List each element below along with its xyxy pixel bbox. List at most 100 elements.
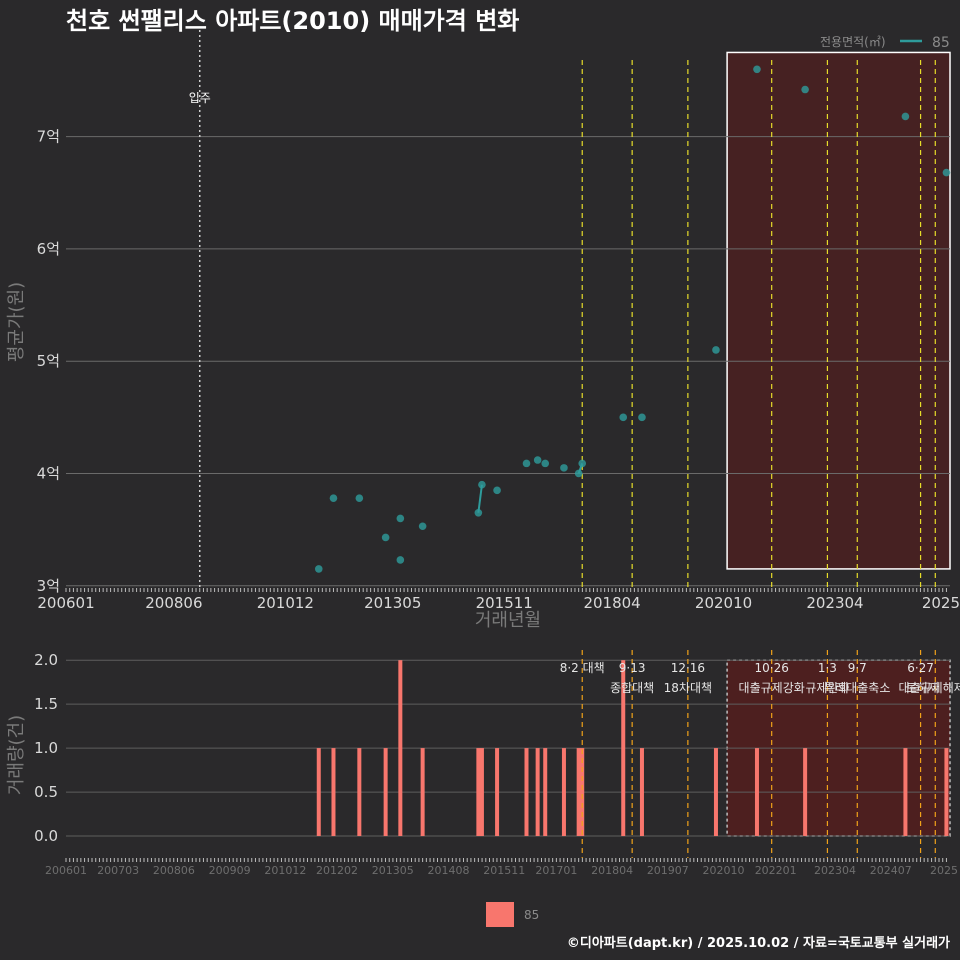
price-point (753, 65, 761, 74)
policy-label-date: 6·27 (907, 661, 934, 675)
price-x-tick: 202010 (695, 594, 752, 612)
policy-label-name: 종합대책 (610, 680, 654, 695)
price-point (396, 514, 405, 523)
volume-x-tick: 202201 (755, 864, 797, 877)
volume-y-tick: 2.0 (34, 651, 58, 669)
policy-label-name: 규제완화 (805, 681, 849, 695)
policy-label-date: 1·3 (818, 661, 837, 675)
price-point (533, 456, 542, 464)
volume-bar (754, 748, 759, 837)
policy-label-date: 12·16 (671, 661, 705, 675)
x-axis-title: 거래년월 (475, 610, 541, 631)
price-x-tick: 200601 (37, 594, 94, 612)
volume-bar (357, 748, 362, 837)
price-point (801, 85, 809, 94)
volume-bar (398, 660, 403, 837)
volume-bar (561, 748, 566, 837)
volume-x-tick: 201202 (316, 864, 358, 877)
price-x-tick: 201305 (364, 594, 421, 612)
price-point (474, 508, 483, 517)
legend-entry-85: 85 (932, 35, 950, 51)
price-point (522, 459, 531, 468)
price-x-tick: 202304 (806, 594, 863, 612)
volume-bar (331, 748, 336, 837)
bottom-legend: 85 (486, 902, 539, 927)
volume-x-tick: 201305 (372, 864, 414, 877)
volume-bar (903, 748, 908, 837)
price-point (942, 168, 951, 177)
price-y-tick: 7억 (37, 128, 60, 146)
volume-x-tick: 200703 (97, 864, 139, 877)
volume-x-tick: 200601 (45, 864, 87, 877)
volume-x-tick: 202304 (814, 864, 856, 877)
price-point (478, 480, 486, 489)
price-series-line (477, 484, 483, 513)
price-point (355, 494, 364, 502)
price-legend: 전용면적(㎡) 85 (820, 35, 950, 51)
price-y-tick: 5억 (37, 352, 60, 370)
policy-label-date: 9·7 (848, 661, 867, 675)
price-point (619, 413, 628, 422)
price-point (314, 565, 323, 573)
volume-x-tick: 2025 (930, 864, 958, 877)
volume-x-tick: 201012 (264, 864, 306, 877)
volume-bar (524, 748, 529, 837)
volume-bar (713, 748, 718, 837)
volume-bar (543, 748, 548, 837)
price-x-tick: 201012 (257, 594, 314, 612)
volume-y-tick: 1.5 (34, 695, 58, 713)
volume-y-tick: 0.0 (34, 827, 58, 845)
volume-y-tick: 1.0 (34, 739, 58, 757)
volume-bar (479, 748, 484, 837)
price-point (541, 459, 550, 468)
volume-bar (383, 748, 388, 837)
price-point (329, 494, 338, 502)
volume-bar (803, 748, 808, 837)
price-highlight-box (726, 51, 951, 570)
policy-label-name: 대출규제강화 (739, 681, 805, 695)
volume-x-tick: 201408 (427, 864, 469, 877)
policy-label-date: 10·26 (755, 661, 789, 675)
volume-x-tick: 202010 (703, 864, 745, 877)
volume-y-tick: 0.5 (34, 783, 58, 801)
price-x-tick: 201804 (583, 594, 640, 612)
price-point (381, 533, 390, 542)
price-point (493, 486, 501, 495)
price-point (396, 556, 405, 564)
volume-x-tick: 200806 (153, 864, 195, 877)
legend-swatch-85 (486, 902, 514, 927)
volume-bar (476, 748, 481, 837)
volume-x-tick: 202407 (870, 864, 912, 877)
volume-bar (621, 660, 626, 837)
price-x-tick: 201511 (476, 594, 533, 612)
legend-title: 전용면적(㎡) (820, 35, 886, 49)
volume-bar (576, 748, 581, 837)
price-x-tick: 200806 (145, 594, 202, 612)
volume-bar (535, 748, 540, 837)
volume-bar (944, 748, 949, 837)
policy-label-date: 8·2 대책 (560, 660, 605, 675)
price-point (901, 112, 910, 121)
volume-x-tick: 201907 (647, 864, 689, 877)
y-axis-title-price: 평균가(원) (6, 282, 27, 362)
y-axis-title-volume: 거래량(건) (6, 715, 27, 795)
volume-bar (495, 748, 500, 837)
policy-label-name: 대출규제 (898, 681, 942, 695)
price-point (560, 464, 568, 472)
price-y-tick: 3억 (37, 577, 60, 595)
chart-title: 천호 썬팰리스 아파트(2010) 매매가격 변화 (66, 7, 519, 35)
price-y-tick: 6억 (37, 240, 60, 258)
price-x-tick: 2025 (922, 594, 960, 612)
volume-bar (639, 748, 644, 837)
price-panel: 3억 4억 5억 6억 7억 입주 200601 200806 201012 201305 2015… (37, 30, 960, 612)
price-point (638, 413, 646, 422)
volume-x-tick: 201701 (535, 864, 577, 877)
legend-entry-bottom-85: 85 (524, 908, 539, 922)
price-y-tick: 4억 (37, 464, 60, 482)
policy-label-name: 특례대출축소 (824, 681, 890, 695)
price-point (574, 469, 583, 478)
move-in-label: 입주 (189, 91, 211, 105)
volume-panel: 0.0 0.5 1.0 1.5 2.0 8·2 대책 9·13 종합대책 12·16 18차대책 1… (34, 650, 960, 877)
price-point (418, 522, 427, 531)
